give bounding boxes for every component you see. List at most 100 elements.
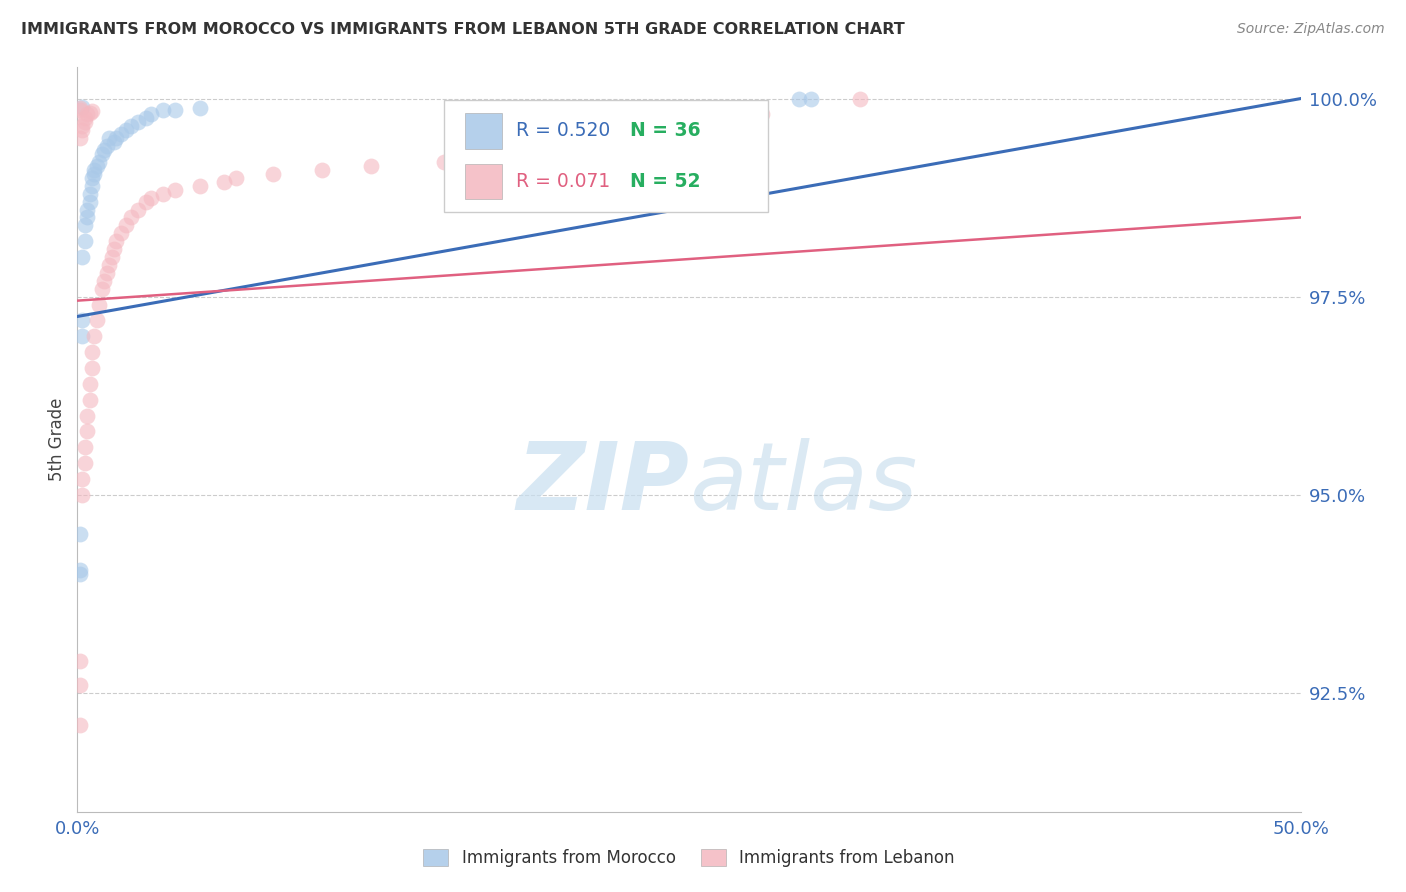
Point: [751, 107, 773, 121]
Point: [73, 234, 96, 248]
Point: [89, 297, 111, 311]
Point: [89, 155, 111, 169]
Point: [70, 313, 93, 327]
Point: [103, 242, 125, 256]
Point: [80, 178, 103, 193]
FancyBboxPatch shape: [444, 101, 769, 212]
Point: [69, 527, 91, 541]
Text: IMMIGRANTS FROM MOROCCO VS IMMIGRANTS FROM LEBANON 5TH GRADE CORRELATION CHART: IMMIGRANTS FROM MOROCCO VS IMMIGRANTS FR…: [21, 22, 905, 37]
Point: [139, 191, 162, 205]
Point: [110, 128, 132, 142]
Point: [800, 92, 823, 106]
Point: [787, 92, 810, 106]
Legend: Immigrants from Morocco, Immigrants from Lebanon: Immigrants from Morocco, Immigrants from…: [416, 843, 962, 874]
Text: N = 36: N = 36: [630, 121, 700, 140]
Point: [69, 717, 91, 731]
Point: [135, 112, 157, 126]
Text: ZIP: ZIP: [516, 438, 689, 530]
Point: [93, 143, 115, 157]
Point: [120, 120, 142, 134]
Point: [76, 202, 98, 217]
Point: [127, 115, 149, 129]
Point: [100, 250, 122, 264]
Point: [69, 563, 91, 577]
Point: [83, 167, 105, 181]
Point: [90, 147, 112, 161]
Point: [70, 488, 93, 502]
Point: [165, 103, 187, 118]
Point: [83, 329, 105, 343]
Point: [152, 186, 174, 201]
Point: [120, 211, 142, 225]
Point: [69, 567, 91, 582]
Point: [96, 266, 118, 280]
Point: [165, 183, 187, 197]
Point: [79, 106, 101, 120]
Text: R = 0.520: R = 0.520: [516, 121, 610, 140]
Point: [849, 92, 872, 106]
Point: [79, 194, 101, 209]
Point: [80, 104, 103, 119]
Point: [76, 409, 98, 423]
Point: [262, 167, 284, 181]
Point: [76, 211, 98, 225]
Point: [69, 101, 91, 115]
Point: [105, 234, 128, 248]
Text: Source: ZipAtlas.com: Source: ZipAtlas.com: [1237, 22, 1385, 37]
Point: [70, 99, 93, 113]
Point: [93, 274, 115, 288]
Point: [73, 112, 96, 126]
Point: [90, 282, 112, 296]
Point: [654, 155, 676, 169]
Point: [76, 425, 98, 439]
Point: [69, 678, 91, 692]
Point: [69, 131, 91, 145]
Point: [70, 123, 93, 137]
Point: [98, 258, 121, 272]
Point: [225, 170, 247, 185]
Text: atlas: atlas: [689, 439, 917, 530]
Point: [98, 131, 121, 145]
Point: [86, 313, 108, 327]
Point: [73, 456, 96, 470]
Point: [115, 123, 138, 137]
Point: [70, 120, 93, 134]
Point: [105, 131, 128, 145]
Point: [69, 654, 91, 668]
Point: [110, 227, 132, 241]
Text: N = 52: N = 52: [630, 172, 700, 191]
Point: [152, 103, 174, 118]
Point: [69, 103, 91, 117]
Point: [83, 162, 105, 177]
Point: [73, 115, 96, 129]
Point: [73, 219, 96, 233]
Point: [80, 345, 103, 359]
Point: [212, 175, 235, 189]
Point: [79, 392, 101, 407]
Point: [70, 329, 93, 343]
Point: [433, 155, 456, 169]
Point: [135, 194, 157, 209]
Point: [70, 472, 93, 486]
Y-axis label: 5th Grade: 5th Grade: [48, 398, 66, 481]
Point: [188, 101, 211, 115]
Point: [139, 107, 162, 121]
Point: [702, 155, 724, 169]
Point: [127, 202, 149, 217]
Point: [115, 219, 138, 233]
Point: [188, 178, 211, 193]
Point: [79, 376, 101, 391]
Point: [80, 170, 103, 185]
Point: [73, 440, 96, 454]
FancyBboxPatch shape: [465, 164, 502, 200]
Point: [70, 250, 93, 264]
Point: [360, 159, 382, 173]
Point: [80, 361, 103, 376]
Point: [86, 159, 108, 173]
Text: R = 0.071: R = 0.071: [516, 172, 610, 191]
Point: [76, 107, 98, 121]
FancyBboxPatch shape: [465, 113, 502, 149]
Point: [96, 139, 118, 153]
Point: [311, 162, 333, 177]
Point: [79, 186, 101, 201]
